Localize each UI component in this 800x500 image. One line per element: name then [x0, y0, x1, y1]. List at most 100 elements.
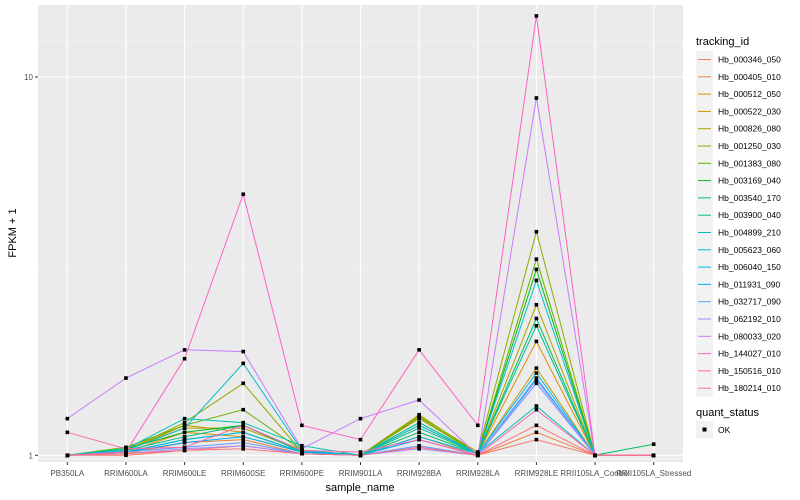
legend-label: Hb_006040_150	[718, 262, 781, 272]
shape-legend-label: OK	[718, 425, 731, 435]
y-tick-label: 1	[29, 451, 34, 460]
data-point	[241, 192, 246, 196]
data-point	[65, 416, 70, 421]
data-point	[182, 430, 187, 435]
data-point	[241, 423, 246, 428]
data-point	[182, 448, 187, 453]
legend-label: Hb_032717_090	[718, 297, 781, 307]
data-point	[534, 378, 539, 382]
data-point	[417, 348, 421, 352]
data-point	[300, 423, 304, 428]
data-point	[241, 420, 246, 425]
data-point	[241, 437, 246, 442]
data-point	[475, 453, 480, 458]
data-point	[417, 415, 421, 420]
data-point	[65, 430, 70, 435]
data-point	[182, 426, 187, 430]
data-point	[534, 376, 539, 380]
data-point	[534, 323, 539, 328]
x-tick-label: RRIM928BA	[397, 469, 442, 478]
legend: Hb_000346_050 Hb_000405_010 Hb_000512_050 H…	[696, 51, 781, 397]
legend-label: Hb_001383_080	[718, 158, 781, 168]
data-point	[417, 434, 421, 439]
data-point	[182, 420, 187, 425]
series-points	[65, 14, 656, 458]
legend-label: Hb_000522_030	[718, 106, 781, 116]
data-point	[300, 448, 304, 453]
data-point	[182, 356, 187, 361]
data-point	[182, 440, 187, 445]
data-point	[358, 416, 363, 421]
legend-label: Hb_011931_090	[718, 279, 781, 289]
data-point	[65, 453, 70, 458]
legend-label: Hb_005623_060	[718, 245, 781, 255]
x-tick-label: RRIM600LE	[163, 469, 207, 478]
data-point	[534, 267, 539, 272]
data-point	[241, 447, 246, 451]
data-point	[534, 371, 539, 375]
data-point	[241, 443, 246, 448]
legend-label: Hb_003540_170	[718, 193, 781, 203]
data-point	[534, 437, 539, 442]
data-point	[124, 447, 128, 451]
data-point	[358, 453, 363, 458]
shape-legend-title: quant_status	[696, 407, 759, 419]
data-point	[534, 407, 539, 412]
data-point	[182, 348, 187, 352]
data-point	[417, 426, 421, 430]
legend-label: Hb_000405_010	[718, 72, 781, 82]
data-point	[358, 450, 363, 454]
legend-label: Hb_180214_010	[718, 383, 781, 393]
data-point	[534, 404, 539, 408]
x-axis-ticks: PB350LA RRIM600LA RRIM600LE RRIM600SE RRIM60…	[50, 462, 691, 478]
data-point	[534, 316, 539, 321]
data-point	[300, 443, 304, 448]
data-point	[417, 420, 421, 425]
x-tick-label: RRIM928LA	[456, 469, 500, 478]
data-point	[241, 430, 246, 435]
data-point	[593, 453, 597, 458]
data-point	[534, 257, 539, 261]
y-axis-title: FPKM + 1	[7, 208, 19, 257]
x-tick-label: RRIM600LA	[104, 469, 148, 478]
data-point	[182, 423, 187, 428]
x-tick-label: RRIM928LE	[515, 469, 559, 478]
data-point	[417, 423, 421, 428]
data-point	[124, 451, 128, 456]
legend-label: Hb_004899_210	[718, 228, 781, 238]
data-point	[182, 437, 187, 442]
data-point	[124, 376, 128, 380]
data-point	[417, 445, 421, 450]
legend-label: Hb_144027_010	[718, 349, 781, 359]
legend-label: Hb_080033_020	[718, 331, 781, 341]
data-point	[241, 440, 246, 445]
y-tick-label: 10	[24, 73, 33, 82]
data-point	[241, 434, 246, 439]
legend-label: Hb_001250_030	[718, 141, 781, 151]
data-point	[241, 349, 246, 354]
x-tick-label: RRIM600PE	[280, 469, 324, 478]
data-point	[417, 430, 421, 435]
data-point	[534, 430, 539, 435]
data-point	[534, 229, 539, 234]
legend-label: Hb_003169_040	[718, 176, 781, 186]
data-point	[651, 442, 656, 446]
data-point	[182, 445, 187, 450]
data-point	[300, 451, 304, 456]
data-point	[475, 423, 480, 428]
legend-label: Hb_062192_010	[718, 314, 781, 324]
data-point	[534, 339, 539, 344]
data-point	[182, 434, 187, 439]
legend-label: Hb_150516_010	[718, 366, 781, 376]
y-axis-ticks: 1 10	[24, 73, 38, 460]
x-tick-label: RRIM600SE	[221, 469, 265, 478]
data-point	[182, 416, 187, 421]
data-point	[534, 96, 539, 100]
x-axis-title: sample_name	[325, 482, 394, 494]
x-tick-label: RRIM901LA	[339, 469, 383, 478]
data-point	[534, 14, 539, 18]
legend-title: tracking_id	[696, 36, 749, 48]
x-tick-label: RRII105LA_Control	[560, 469, 630, 478]
data-point	[534, 381, 539, 386]
